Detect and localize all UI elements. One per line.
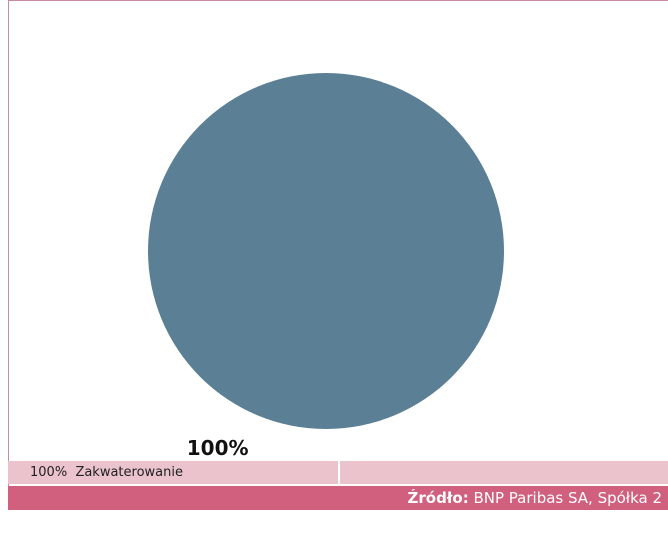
legend-entry: 100% Zakwaterowanie (8, 461, 338, 484)
legend-divider (338, 461, 340, 484)
data-label: 100% (187, 436, 249, 460)
legend-empty-cell (340, 461, 668, 484)
legend-value: 100% (30, 465, 68, 480)
legend-label: Zakwaterowanie (75, 465, 183, 480)
legend: 100% Zakwaterowanie (8, 461, 668, 484)
source: BNP Paribas SA, Spółka 2 (473, 489, 662, 507)
source-label: Źródło: (407, 489, 469, 507)
pie-slice (148, 73, 504, 429)
footer: Źródło: BNP Paribas SA, Spółka 2 (8, 486, 668, 510)
